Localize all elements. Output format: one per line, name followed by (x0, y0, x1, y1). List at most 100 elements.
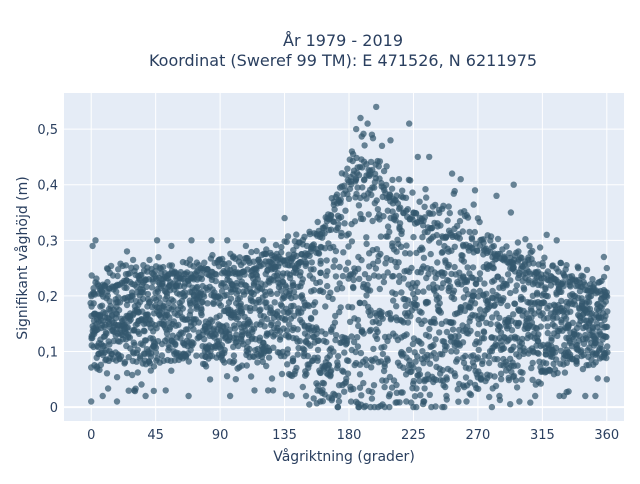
data-point (102, 329, 110, 336)
data-point (416, 371, 424, 378)
data-point (335, 221, 342, 228)
data-point (410, 364, 417, 371)
data-point (560, 392, 567, 400)
data-point (361, 271, 369, 278)
data-point (443, 392, 450, 400)
data-point (222, 283, 229, 291)
data-point (412, 358, 419, 365)
data-point (360, 330, 367, 337)
data-point (457, 176, 464, 183)
data-point (375, 273, 382, 280)
data-point (278, 370, 286, 378)
data-point (402, 302, 409, 310)
data-point (443, 374, 450, 381)
data-point (396, 399, 403, 406)
data-point (377, 233, 385, 240)
data-point (510, 181, 517, 188)
data-point (345, 230, 352, 237)
data-point (491, 373, 498, 380)
data-point (512, 377, 520, 384)
data-point (341, 388, 348, 395)
data-point (294, 351, 301, 358)
data-point (428, 224, 436, 232)
data-point (510, 343, 517, 350)
data-point (341, 220, 348, 227)
data-point (533, 289, 541, 296)
data-point (197, 309, 205, 316)
data-point (447, 283, 454, 290)
data-point (500, 295, 507, 302)
data-point (553, 314, 560, 321)
data-point (570, 336, 577, 343)
data-point (123, 248, 131, 255)
data-point (454, 222, 461, 230)
data-point (238, 332, 245, 340)
data-point (432, 336, 439, 343)
data-point (459, 228, 466, 235)
data-point (358, 256, 365, 264)
data-point (374, 257, 382, 265)
data-point (227, 295, 235, 302)
data-point (337, 304, 344, 311)
data-point (134, 346, 141, 353)
data-point (581, 281, 589, 288)
data-point (125, 354, 132, 361)
data-point (356, 384, 364, 391)
data-point (399, 389, 406, 396)
x-tick-label: 135 (272, 428, 297, 443)
data-point (181, 292, 189, 299)
data-point (464, 214, 472, 221)
data-point (561, 273, 568, 280)
data-point (382, 260, 389, 267)
data-point (284, 361, 291, 368)
data-point (534, 338, 542, 345)
data-point (310, 287, 318, 294)
data-point (292, 368, 299, 375)
data-point (317, 269, 324, 276)
data-point (512, 287, 519, 294)
data-point (360, 130, 367, 137)
data-point (419, 348, 426, 355)
data-point (451, 187, 458, 195)
data-point (488, 403, 496, 411)
data-point (170, 297, 177, 305)
data-point (90, 285, 97, 292)
data-point (163, 293, 171, 300)
data-point (445, 203, 452, 210)
data-point (320, 380, 328, 387)
data-point (390, 297, 397, 304)
data-point (437, 309, 444, 316)
x-tick-label: 0 (87, 428, 95, 443)
data-point (129, 371, 136, 379)
data-point (317, 257, 324, 265)
data-point (342, 207, 349, 214)
data-point (201, 259, 208, 266)
data-point (332, 336, 339, 344)
data-point (251, 305, 258, 312)
data-point (341, 182, 348, 189)
data-point (150, 387, 157, 395)
data-point (368, 388, 376, 396)
data-point (336, 280, 343, 287)
data-point (231, 325, 239, 332)
data-point (289, 358, 296, 365)
data-point (474, 354, 482, 361)
data-point (380, 278, 388, 286)
data-point (476, 275, 483, 283)
data-point (124, 323, 131, 331)
data-point (602, 298, 609, 305)
data-point (494, 235, 502, 243)
data-point (237, 302, 244, 310)
data-point (306, 401, 313, 408)
data-point (245, 257, 252, 265)
data-point (199, 298, 206, 306)
data-point (378, 142, 386, 149)
data-point (117, 353, 125, 360)
data-point (332, 312, 339, 320)
data-point (221, 346, 228, 354)
data-point (293, 231, 300, 238)
data-point (149, 335, 157, 342)
data-point (527, 399, 534, 406)
data-point (448, 348, 455, 355)
